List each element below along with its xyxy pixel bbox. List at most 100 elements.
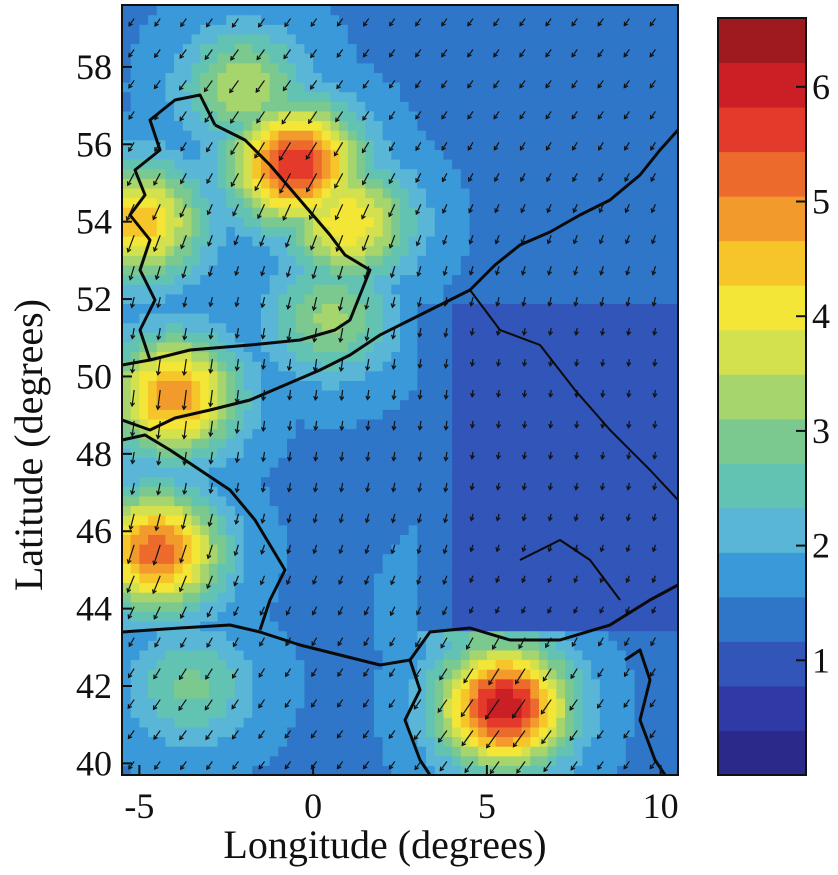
heat-cell	[512, 476, 523, 487]
heat-cell	[217, 467, 227, 478]
heat-cell	[139, 5, 149, 16]
heat-cell	[434, 43, 445, 54]
heat-cell	[130, 341, 140, 353]
heat-cell	[452, 33, 462, 45]
heat-cell	[486, 659, 497, 670]
heat-cell	[148, 572, 158, 584]
heat-cell	[339, 255, 349, 266]
heat-cell	[504, 659, 514, 670]
heat-cell	[634, 399, 644, 410]
heat-cell	[287, 370, 297, 381]
heat-cell	[556, 746, 566, 757]
heat-cell	[200, 33, 210, 45]
heat-cell	[373, 688, 384, 699]
heat-cell	[182, 313, 193, 324]
heat-cell	[443, 765, 453, 775]
heat-cell	[591, 467, 601, 478]
heat-cell	[356, 447, 366, 458]
heat-cell	[261, 245, 271, 256]
heat-cell	[452, 688, 462, 699]
heat-cell	[556, 467, 566, 478]
heat-cell	[599, 495, 610, 507]
heat-cell	[130, 630, 140, 641]
heat-cell	[269, 293, 279, 304]
heat-cell	[443, 332, 453, 343]
heat-cell	[148, 361, 158, 372]
heat-cell	[148, 14, 158, 25]
heat-cell	[582, 91, 592, 102]
heat-cell	[417, 264, 427, 276]
heat-cell	[608, 544, 618, 555]
heat-cell	[521, 168, 531, 179]
heat-cell	[530, 409, 540, 420]
heat-cell	[330, 467, 340, 478]
heat-cell	[512, 428, 523, 439]
heat-cell	[486, 341, 497, 353]
heat-cell	[165, 332, 175, 343]
heat-cell	[573, 130, 584, 141]
heat-cell	[556, 207, 566, 218]
heat-cell	[261, 467, 271, 478]
heat-cell	[417, 293, 427, 304]
heat-cell	[139, 534, 149, 545]
heat-cell	[165, 14, 175, 25]
heat-cell	[460, 649, 471, 661]
heat-cell	[565, 736, 575, 747]
heat-cell	[617, 409, 627, 420]
heat-cell	[347, 149, 358, 160]
heat-cell	[599, 534, 610, 545]
heat-cell	[504, 418, 514, 430]
heat-cell	[469, 698, 479, 709]
heat-cell	[365, 688, 375, 699]
heat-cell	[478, 284, 488, 295]
heat-cell	[200, 726, 210, 738]
heat-cell	[539, 755, 549, 766]
heat-cell	[174, 370, 184, 381]
heat-cell	[313, 447, 323, 458]
heat-cell	[182, 746, 193, 757]
heat-cell	[625, 717, 636, 728]
heat-cell	[573, 611, 584, 622]
heat-cell	[651, 447, 662, 458]
heat-cell	[278, 688, 288, 699]
heat-cell	[330, 755, 340, 766]
heat-cell	[139, 755, 149, 766]
heat-cell	[243, 515, 253, 526]
heat-cell	[182, 544, 193, 555]
heat-cell	[512, 669, 523, 680]
heat-cell	[269, 178, 279, 189]
heat-cell	[608, 447, 618, 458]
heat-cell	[234, 178, 245, 189]
heat-cell	[460, 24, 471, 35]
heat-cell	[191, 341, 201, 353]
heat-cell	[530, 110, 540, 122]
heat-cell	[191, 245, 201, 256]
heat-cell	[417, 274, 427, 285]
heat-cell	[339, 746, 349, 757]
heat-cell	[122, 457, 132, 468]
heat-cell	[382, 563, 392, 574]
heat-cell	[313, 341, 323, 353]
heat-cell	[278, 5, 288, 16]
heat-cell	[634, 341, 644, 353]
heat-cell	[512, 726, 523, 738]
heat-cell	[148, 332, 158, 343]
heat-cell	[252, 332, 262, 343]
heat-cell	[434, 322, 445, 333]
heat-cell	[356, 264, 366, 276]
heat-cell	[217, 43, 227, 54]
heat-cell	[565, 62, 575, 73]
heat-cell	[174, 678, 184, 689]
heat-cell	[295, 717, 306, 728]
heat-cell	[660, 601, 670, 612]
heat-cell	[200, 755, 210, 766]
heat-cell	[573, 72, 584, 83]
heat-cell	[373, 274, 384, 285]
heat-cell	[373, 649, 384, 661]
heat-cell	[330, 486, 340, 497]
heat-cell	[400, 236, 410, 247]
heat-cell	[226, 5, 236, 16]
heat-cell	[625, 284, 636, 295]
heat-cell	[304, 236, 314, 247]
heat-cell	[313, 226, 323, 237]
